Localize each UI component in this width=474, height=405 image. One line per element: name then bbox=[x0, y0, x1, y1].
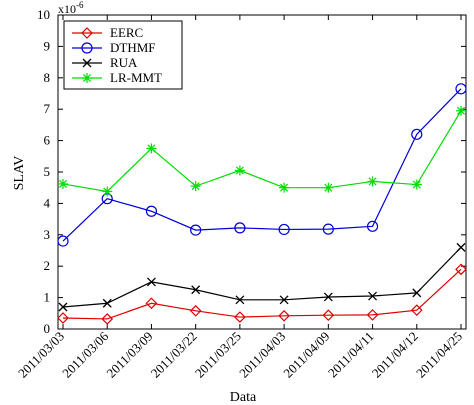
y-tick-label: 4 bbox=[44, 195, 51, 210]
x-tick-label: 2011/04/12 bbox=[369, 329, 421, 381]
series-dthmf bbox=[57, 83, 467, 247]
x-tick-label: 2011/03/22 bbox=[148, 329, 200, 381]
series-dthmf-marker bbox=[190, 224, 202, 236]
series-eerc bbox=[57, 263, 467, 325]
y-tick-label: 3 bbox=[44, 227, 51, 242]
series-eerc-line bbox=[62, 268, 462, 320]
series-rua-marker bbox=[323, 292, 333, 302]
series-rua-marker bbox=[146, 277, 156, 287]
series-lr-mmt-marker bbox=[411, 179, 422, 190]
legend-item-lr-mmt: LR-MMT bbox=[72, 70, 162, 85]
y-multiplier: x10-6 bbox=[58, 0, 84, 16]
series-dthmf-marker bbox=[57, 235, 69, 247]
series-lr-mmt-line bbox=[62, 110, 462, 193]
series-dthmf-marker bbox=[322, 223, 334, 235]
series-rua bbox=[58, 242, 466, 312]
legend-rua-marker bbox=[82, 58, 92, 68]
legend-item-dthmf: DTHMF bbox=[72, 40, 156, 55]
y-axis-label: SLAV bbox=[12, 156, 27, 191]
series-lr-mmt-marker bbox=[456, 105, 466, 116]
series-lr-mmt-marker bbox=[279, 182, 290, 193]
series-eerc-marker bbox=[410, 304, 423, 317]
legend-lr-mmt-marker bbox=[82, 73, 92, 83]
series-lr-mmt-marker bbox=[367, 176, 378, 187]
x-tick-label: 2011/04/09 bbox=[280, 329, 332, 381]
series-dthmf-marker bbox=[411, 128, 423, 140]
series-dthmf-marker bbox=[278, 223, 290, 236]
legend-dthmf-marker bbox=[81, 42, 93, 54]
series-eerc-marker bbox=[145, 297, 158, 310]
x-tick-label: 2011/04/03 bbox=[236, 329, 288, 381]
series-rua-marker bbox=[412, 288, 422, 298]
series-rua-line bbox=[62, 246, 462, 308]
series-lr-mmt-marker bbox=[58, 178, 68, 189]
legend-label: RUA bbox=[110, 55, 138, 70]
series-rua-marker bbox=[191, 285, 201, 295]
x-tick-label: 2011/04/11 bbox=[325, 329, 377, 381]
series-lr-mmt-marker bbox=[102, 186, 113, 197]
legend-eerc-marker bbox=[81, 27, 93, 39]
x-tick-label: 2011/03/09 bbox=[103, 329, 155, 381]
legend-item-rua: RUA bbox=[72, 55, 138, 70]
series-rua-marker bbox=[235, 295, 245, 305]
series-lr-mmt-marker bbox=[190, 181, 201, 192]
series-eerc-marker bbox=[234, 311, 246, 323]
series-eerc-marker bbox=[101, 313, 114, 325]
series-dthmf-marker bbox=[366, 220, 379, 232]
y-tick-label: 6 bbox=[44, 133, 51, 148]
y-tick-label: 7 bbox=[44, 101, 51, 116]
legend-label: LR-MMT bbox=[110, 70, 162, 85]
x-axis-label: Data bbox=[230, 390, 257, 405]
series-rua-marker bbox=[58, 302, 68, 312]
series-rua-marker bbox=[456, 242, 466, 252]
y-tick-label: 8 bbox=[44, 70, 51, 85]
y-tick-label: 5 bbox=[44, 164, 51, 179]
y-multiplier-base: x10 bbox=[58, 2, 76, 16]
x-tick-label: 2011/04/25 bbox=[413, 329, 465, 381]
series-eerc-marker bbox=[57, 312, 69, 324]
y-multiplier-exponent: -6 bbox=[76, 0, 84, 10]
y-tick-label: 2 bbox=[44, 258, 51, 273]
series-dthmf-marker bbox=[455, 83, 467, 95]
series-eerc-marker bbox=[189, 304, 202, 317]
series-lr-mmt-marker bbox=[323, 182, 334, 193]
series-rua-marker bbox=[279, 295, 289, 305]
series-eerc-marker bbox=[455, 263, 467, 276]
series-rua-marker bbox=[102, 298, 112, 308]
y-tick-label: 1 bbox=[44, 290, 51, 305]
y-tick-label: 0 bbox=[44, 321, 51, 336]
y-tick-label: 10 bbox=[37, 7, 50, 22]
series-lr-mmt-marker bbox=[146, 143, 157, 154]
series-dthmf-line bbox=[62, 88, 462, 242]
series-eerc-marker bbox=[366, 309, 379, 321]
series-eerc-marker bbox=[278, 309, 290, 322]
y-tick-label: 9 bbox=[44, 38, 51, 53]
x-tick-label: 2011/03/25 bbox=[192, 329, 244, 381]
series-dthmf-marker bbox=[145, 205, 158, 217]
series-eerc-marker bbox=[322, 309, 335, 322]
series-dthmf-marker bbox=[234, 222, 246, 234]
legend-label: DTHMF bbox=[110, 40, 156, 55]
legend-label: EERC bbox=[110, 25, 143, 40]
series-layer bbox=[57, 83, 467, 325]
legend-item-eerc: EERC bbox=[72, 25, 143, 40]
x-tick-label: 2011/03/03 bbox=[15, 329, 67, 381]
series-lr-mmt-marker bbox=[234, 165, 245, 176]
x-tick-label: 2011/03/06 bbox=[59, 328, 111, 380]
series-rua-marker bbox=[368, 291, 378, 301]
series-lr-mmt bbox=[58, 105, 466, 197]
